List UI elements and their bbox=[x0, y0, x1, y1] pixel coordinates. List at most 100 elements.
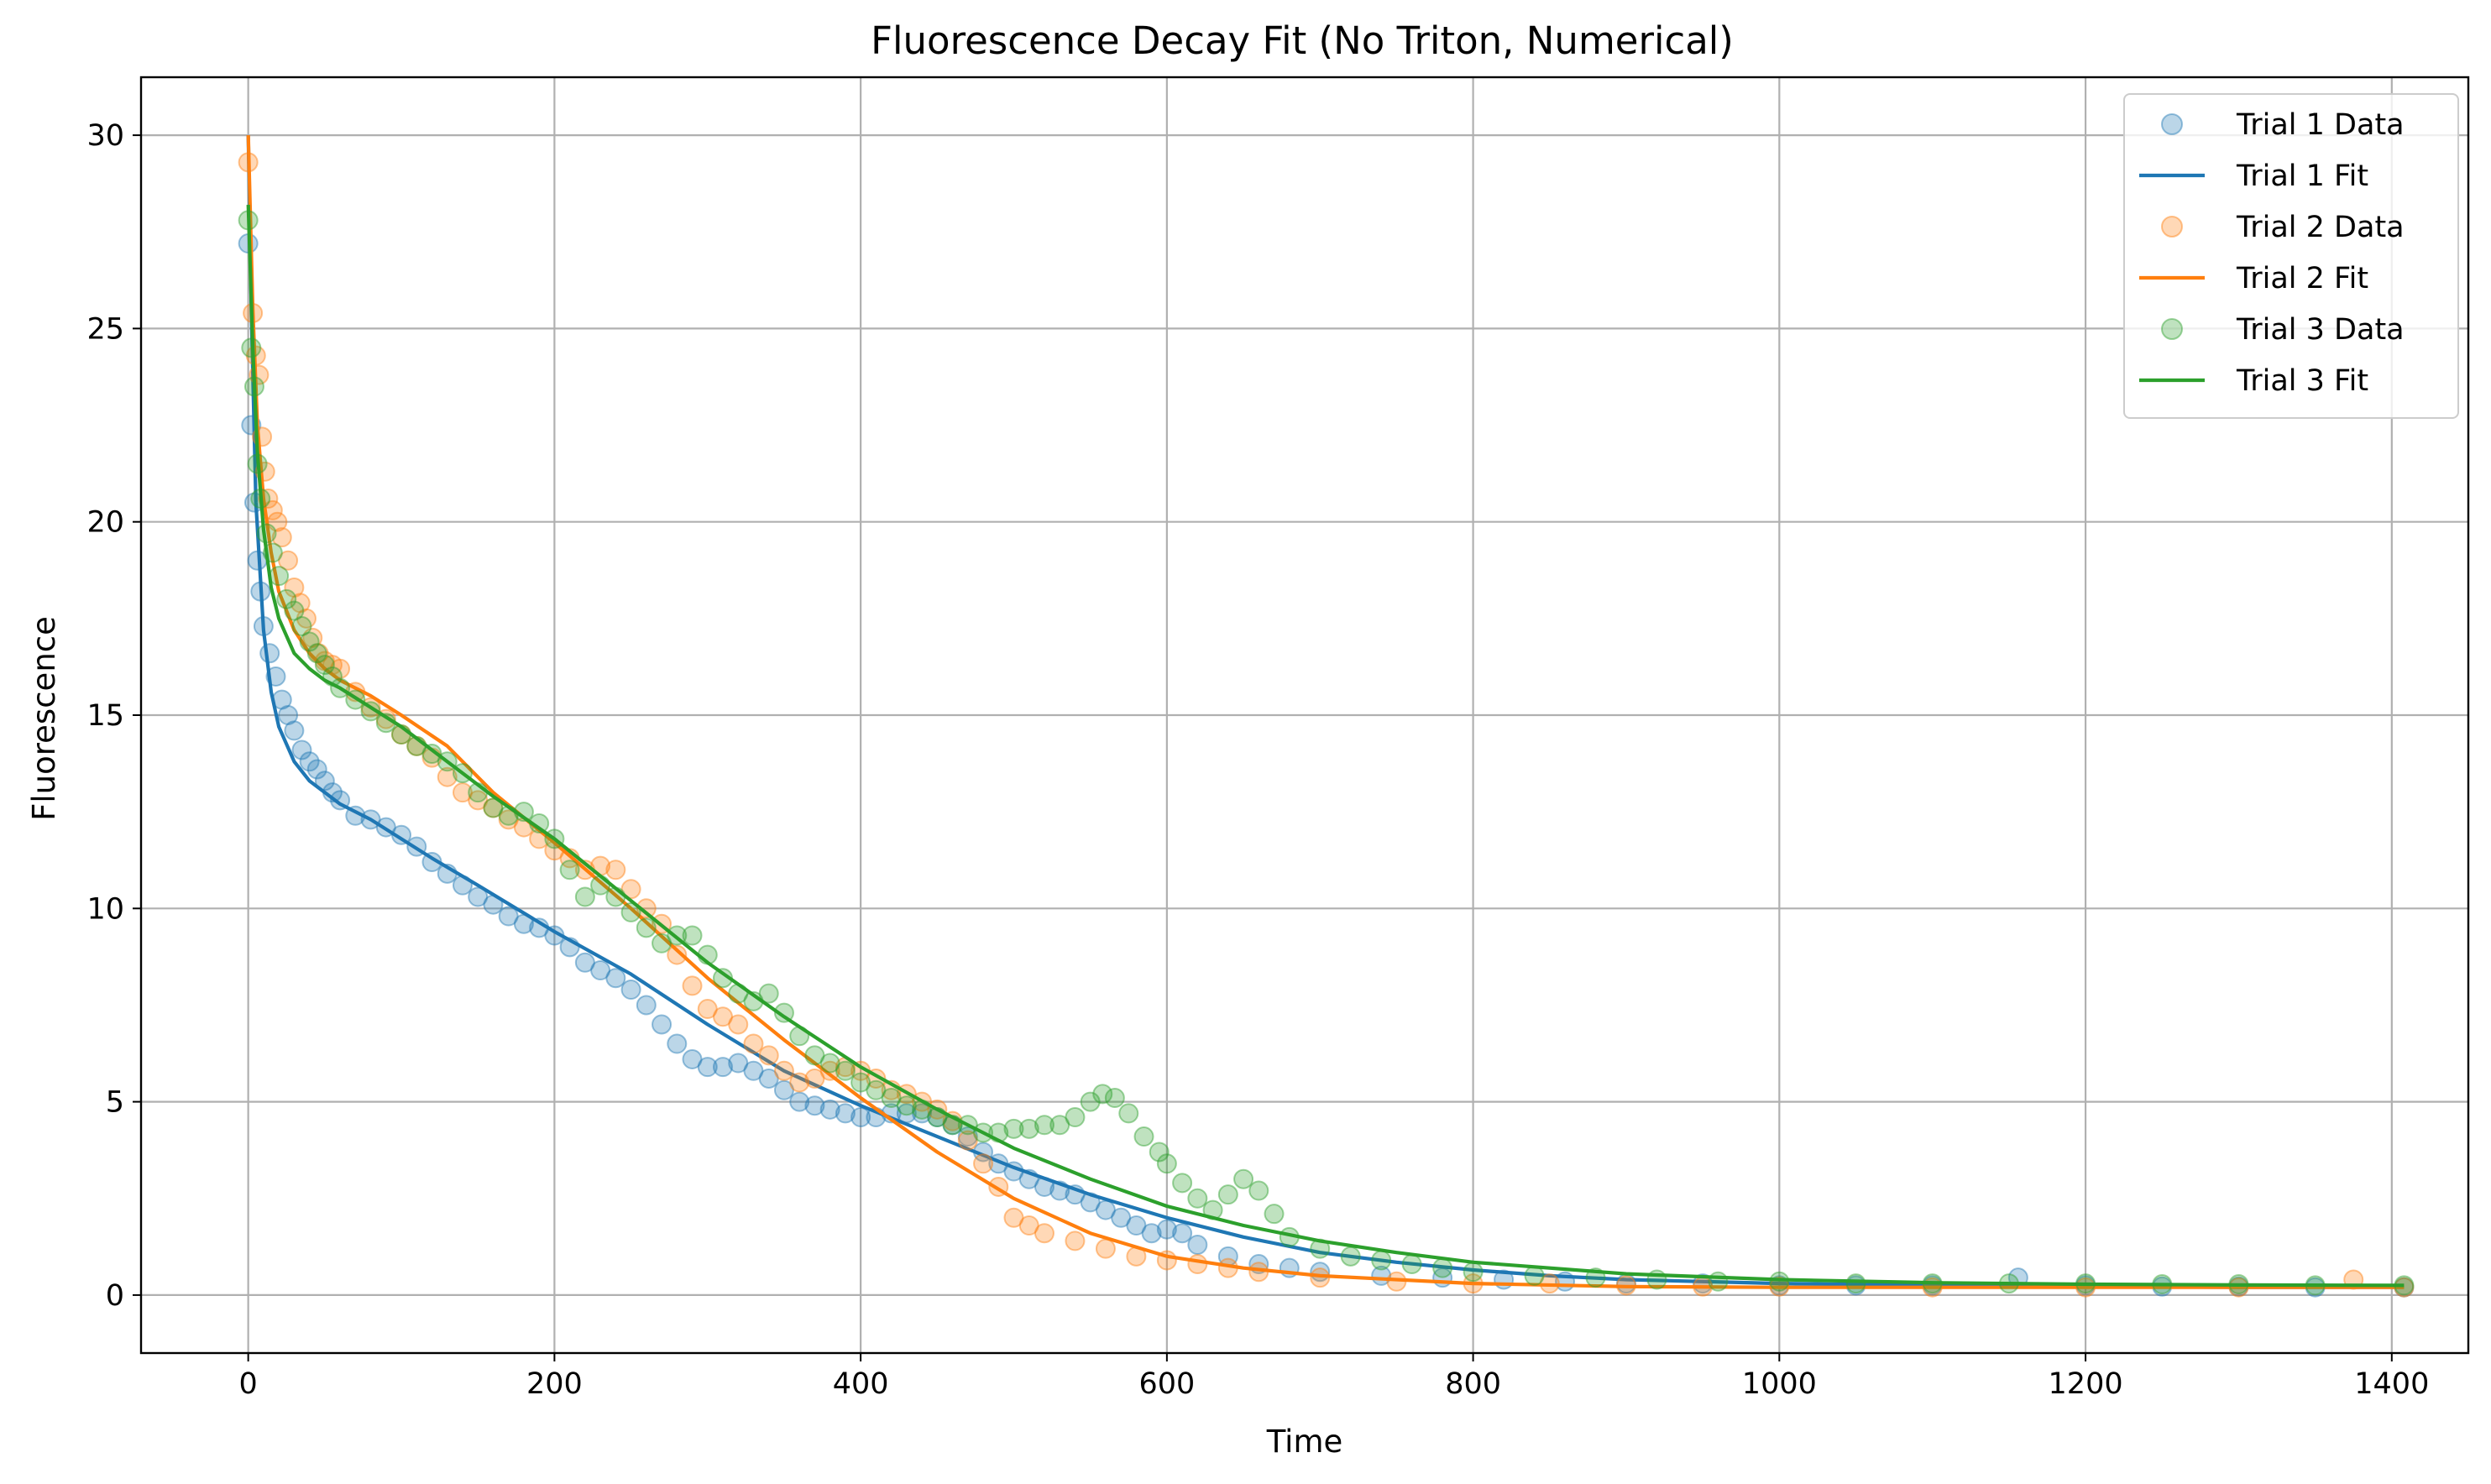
y-tick-label: 5 bbox=[106, 1086, 124, 1120]
data-point bbox=[1095, 1238, 1116, 1259]
data-point bbox=[1248, 1180, 1269, 1201]
data-point bbox=[468, 886, 489, 907]
fit-line bbox=[246, 204, 2405, 1288]
series-2 bbox=[246, 135, 2405, 1289]
data-point bbox=[1080, 1091, 1101, 1112]
grid bbox=[141, 77, 2468, 1353]
data-point bbox=[1845, 1273, 1866, 1294]
data-point bbox=[850, 1107, 871, 1128]
legend-label: Trial 2 Fit bbox=[2236, 262, 2368, 295]
fit-line bbox=[246, 135, 2405, 1289]
series-4 bbox=[246, 135, 2405, 1289]
data-point bbox=[1187, 1188, 1208, 1209]
data-point bbox=[468, 790, 489, 811]
data-point bbox=[1233, 1168, 1254, 1189]
data-point bbox=[306, 643, 327, 664]
data-point bbox=[912, 1103, 933, 1124]
data-point bbox=[259, 643, 280, 664]
data-point bbox=[1034, 1223, 1054, 1244]
data-point bbox=[574, 952, 595, 973]
data-point bbox=[1172, 1223, 1193, 1244]
data-point bbox=[789, 1072, 810, 1093]
legend-label: Trial 3 Data bbox=[2236, 313, 2405, 347]
data-point bbox=[758, 983, 779, 1004]
chart-title: Fluorescence Decay Fit (No Triton, Numer… bbox=[871, 18, 1734, 63]
y-tick-label: 30 bbox=[86, 119, 124, 153]
data-point bbox=[1003, 1207, 1024, 1228]
data-point bbox=[973, 1153, 994, 1174]
data-point bbox=[636, 995, 657, 1016]
data-point bbox=[1432, 1257, 1453, 1278]
data-point bbox=[1049, 1115, 1070, 1136]
data-point bbox=[483, 797, 504, 818]
data-point bbox=[819, 1053, 840, 1074]
data-point bbox=[284, 720, 305, 741]
data-point bbox=[620, 980, 641, 1001]
data-point bbox=[1034, 1115, 1054, 1136]
data-point bbox=[1156, 1153, 1177, 1174]
data-point bbox=[590, 960, 611, 980]
data-point bbox=[1340, 1246, 1361, 1267]
data-point bbox=[728, 1053, 749, 1074]
data-point bbox=[271, 527, 292, 548]
legend-label: Trial 2 Data bbox=[2236, 211, 2405, 244]
x-tick-label: 800 bbox=[1445, 1367, 1501, 1401]
data-point bbox=[682, 925, 703, 946]
data-point bbox=[269, 566, 290, 587]
data-point bbox=[620, 879, 641, 900]
data-point bbox=[1524, 1265, 1545, 1286]
data-point bbox=[1149, 1142, 1170, 1163]
data-point bbox=[314, 655, 335, 676]
data-point bbox=[743, 1060, 764, 1081]
data-point bbox=[667, 944, 688, 965]
data-point bbox=[590, 875, 611, 896]
plot-area bbox=[238, 135, 2415, 1298]
data-point bbox=[278, 705, 299, 725]
data-point bbox=[652, 1014, 672, 1035]
axis-ticks: 0 200 400 600 800 1000 1200 1400 0 5 10 15 20 25 30 bbox=[86, 119, 2429, 1401]
data-point bbox=[1065, 1107, 1086, 1128]
data-point bbox=[1126, 1215, 1147, 1236]
data-point bbox=[1018, 1118, 1039, 1139]
data-point bbox=[713, 1006, 733, 1027]
legend-label: Trial 3 Fit bbox=[2236, 364, 2368, 398]
data-point bbox=[574, 886, 595, 907]
data-point bbox=[278, 550, 299, 571]
data-point bbox=[804, 1095, 825, 1116]
data-point bbox=[1264, 1204, 1285, 1225]
x-tick-label: 1000 bbox=[1742, 1367, 1817, 1401]
data-point bbox=[421, 744, 442, 765]
data-point bbox=[290, 593, 311, 614]
data-point bbox=[437, 766, 458, 787]
data-point bbox=[1092, 1084, 1113, 1105]
x-tick-label: 1200 bbox=[2049, 1367, 2123, 1401]
series-6 bbox=[246, 204, 2405, 1288]
data-point bbox=[452, 782, 473, 803]
data-point bbox=[284, 577, 305, 598]
data-point bbox=[605, 860, 626, 880]
data-point bbox=[314, 771, 335, 792]
data-point bbox=[276, 588, 297, 609]
data-point bbox=[498, 809, 519, 830]
data-point bbox=[1018, 1215, 1039, 1236]
data-point bbox=[605, 968, 626, 989]
data-point bbox=[819, 1099, 840, 1120]
data-point bbox=[697, 999, 718, 1020]
data-point bbox=[758, 1045, 779, 1066]
data-point bbox=[1133, 1126, 1154, 1147]
data-point bbox=[330, 658, 351, 679]
x-axis-label: Time bbox=[1266, 1424, 1343, 1460]
data-point bbox=[1104, 1088, 1125, 1108]
data-point bbox=[1187, 1235, 1208, 1256]
data-point bbox=[1463, 1262, 1484, 1283]
data-point bbox=[866, 1079, 887, 1100]
data-point bbox=[636, 898, 657, 919]
data-point bbox=[881, 1088, 902, 1108]
x-tick-label: 1400 bbox=[2354, 1367, 2429, 1401]
data-point bbox=[1172, 1173, 1193, 1194]
legend: Trial 1 Data Trial 1 Fit Trial 2 Data Trial… bbox=[2123, 93, 2459, 419]
data-point bbox=[284, 600, 305, 621]
data-point bbox=[667, 1033, 688, 1054]
